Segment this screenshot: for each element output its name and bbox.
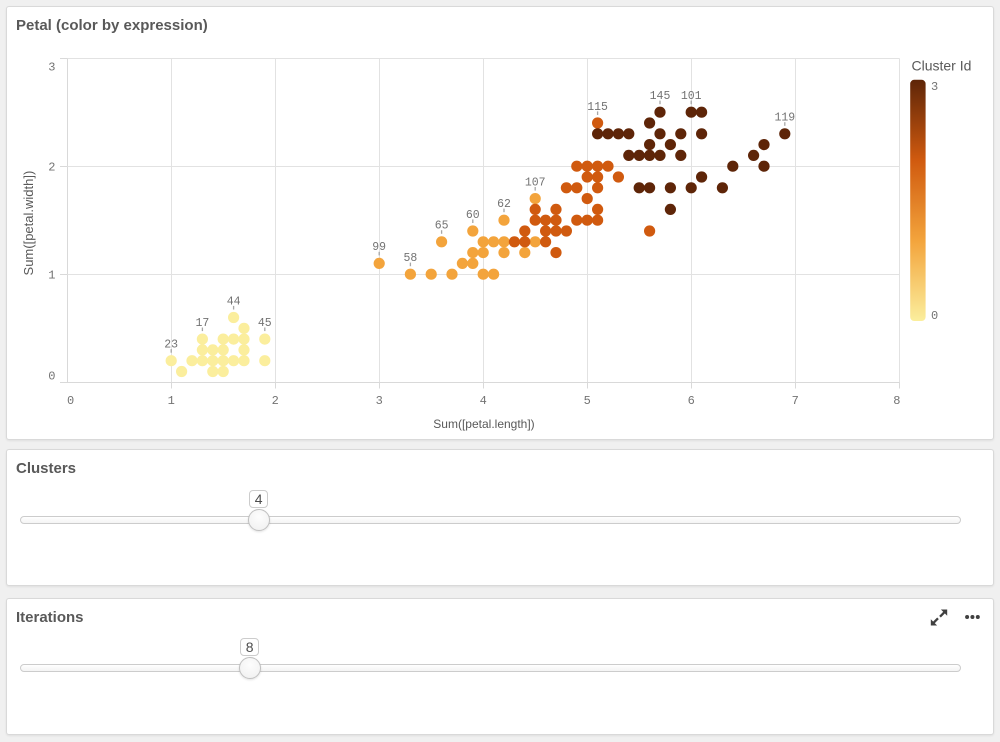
svg-text:107: 107 xyxy=(525,176,546,189)
svg-text:58: 58 xyxy=(403,252,417,265)
svg-text:44: 44 xyxy=(227,295,241,308)
svg-text:60: 60 xyxy=(466,209,480,222)
svg-text:Sum([petal.width]): Sum([petal.width]) xyxy=(21,171,36,276)
svg-text:3: 3 xyxy=(931,80,938,94)
svg-text:115: 115 xyxy=(587,101,608,114)
svg-text:5: 5 xyxy=(584,394,591,408)
svg-text:62: 62 xyxy=(497,198,511,211)
svg-text:1: 1 xyxy=(48,269,55,283)
svg-text:17: 17 xyxy=(195,317,209,330)
svg-text:3: 3 xyxy=(48,60,55,74)
svg-text:99: 99 xyxy=(372,241,386,254)
svg-text:65: 65 xyxy=(435,220,449,233)
svg-text:45: 45 xyxy=(258,317,272,330)
svg-text:4: 4 xyxy=(480,394,487,408)
svg-text:7: 7 xyxy=(792,394,799,408)
svg-text:23: 23 xyxy=(164,339,178,352)
svg-text:1: 1 xyxy=(168,394,175,408)
svg-text:101: 101 xyxy=(681,90,702,103)
svg-text:0: 0 xyxy=(48,370,55,384)
svg-text:3: 3 xyxy=(376,394,383,408)
svg-text:0: 0 xyxy=(67,394,74,408)
svg-text:0: 0 xyxy=(931,309,938,323)
svg-text:145: 145 xyxy=(650,90,671,103)
svg-text:Sum([petal.length]): Sum([petal.length]) xyxy=(433,417,534,431)
svg-text:6: 6 xyxy=(688,394,695,408)
svg-text:8: 8 xyxy=(893,394,900,408)
svg-text:2: 2 xyxy=(272,394,279,408)
svg-text:2: 2 xyxy=(48,161,55,175)
svg-text:Cluster Id: Cluster Id xyxy=(912,58,972,74)
svg-text:119: 119 xyxy=(774,112,795,125)
